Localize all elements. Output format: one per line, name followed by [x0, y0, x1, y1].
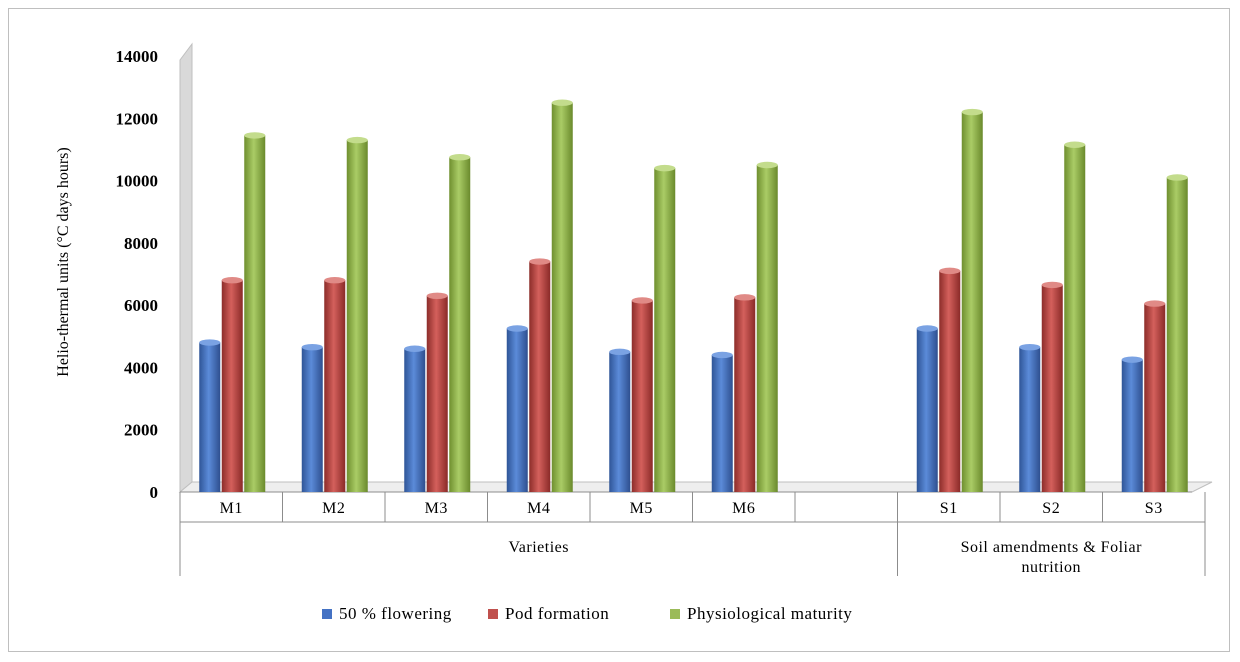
y-tick-labels: 0 2000 4000 6000 8000 10000 12000 14000 [116, 47, 159, 502]
y-axis-label: Helio-thermal units (°C days hours) [55, 147, 72, 376]
y-tick-label: 6000 [124, 296, 158, 315]
bar-cap [609, 348, 631, 356]
legend-swatch [488, 609, 498, 619]
y-tick-label: 8000 [124, 234, 158, 253]
y-tick-label: 14000 [116, 47, 159, 66]
bar-cap [1041, 281, 1063, 289]
bar [1064, 144, 1086, 492]
bar [324, 280, 346, 492]
bar-cap [631, 297, 653, 304]
y-tick-label: 4000 [124, 358, 158, 377]
legend-swatch [670, 609, 680, 619]
bar [939, 270, 961, 492]
legend-label: Physiological maturity [687, 604, 852, 623]
bar-cap [529, 258, 551, 265]
bar [199, 342, 221, 492]
bar [529, 261, 551, 492]
bar [551, 102, 573, 492]
bar-cap [1019, 343, 1041, 351]
bar-cap [1121, 356, 1143, 363]
bar-cap [244, 132, 266, 139]
bar-cap [756, 161, 778, 169]
legend-label: Pod formation [505, 604, 609, 623]
legend-label: 50 % flowering [339, 604, 452, 623]
bar [1019, 347, 1041, 492]
group-label: Soil amendments & Foliar nutrition [961, 539, 1142, 576]
group-label: Varieties [509, 539, 569, 556]
chart-frame [8, 8, 1230, 652]
y-tick-label: 12000 [116, 109, 159, 128]
bar [449, 157, 471, 492]
bars [199, 99, 1188, 493]
bar-cap [1144, 300, 1166, 307]
bar [609, 351, 631, 492]
bar-cap [426, 292, 448, 299]
bar-cap [449, 154, 471, 161]
legend-swatch [322, 609, 332, 619]
category-label: M4 [527, 500, 550, 517]
bar-cap [404, 345, 426, 352]
bar [916, 328, 938, 492]
category-label: M1 [220, 500, 243, 517]
bar-cap [221, 277, 243, 284]
bar-cap [916, 325, 938, 332]
category-label: M2 [322, 500, 345, 517]
bar [221, 280, 243, 492]
bar [631, 300, 653, 492]
category-axis: M1 M2 M3 M4 M5 M6 S1 S2 S3 Varieties Soil amendmen… [179, 492, 1206, 576]
bar [1121, 359, 1143, 492]
bar [1041, 284, 1063, 492]
bar [756, 165, 778, 492]
bar [346, 140, 368, 493]
bar-cap [199, 339, 221, 346]
bar [404, 348, 426, 492]
bar [734, 297, 756, 492]
legend: 50 % flowering Pod formation Physiological… [322, 604, 852, 623]
bar [301, 347, 323, 492]
bar [1166, 177, 1188, 492]
bar [654, 168, 676, 492]
category-label: S2 [1042, 500, 1060, 517]
bar-cap [734, 294, 756, 301]
bar [711, 354, 733, 492]
bar-cap [551, 99, 573, 106]
back-wall [179, 42, 193, 494]
bar [506, 328, 528, 492]
bar [1144, 303, 1166, 492]
bar-cap [939, 267, 961, 275]
category-label: M3 [425, 500, 448, 517]
category-label: S1 [940, 500, 958, 517]
bar-cap [711, 351, 733, 359]
y-tick-label: 2000 [124, 421, 158, 440]
category-label: S3 [1145, 500, 1163, 517]
bar-cap [961, 108, 983, 116]
bar-cap [654, 164, 676, 172]
bar-cap [346, 136, 368, 144]
bar [961, 112, 983, 493]
bar [244, 135, 266, 492]
bar-cap [506, 325, 528, 332]
bar-cap [1166, 174, 1188, 181]
y-tick-label: 0 [150, 483, 159, 502]
category-label: M5 [630, 500, 653, 517]
bar [426, 295, 448, 492]
bar-cap [1064, 141, 1086, 148]
bar-cap [301, 343, 323, 351]
category-label: M6 [732, 500, 755, 517]
bar-cap [324, 277, 346, 284]
y-tick-label: 10000 [116, 172, 159, 191]
